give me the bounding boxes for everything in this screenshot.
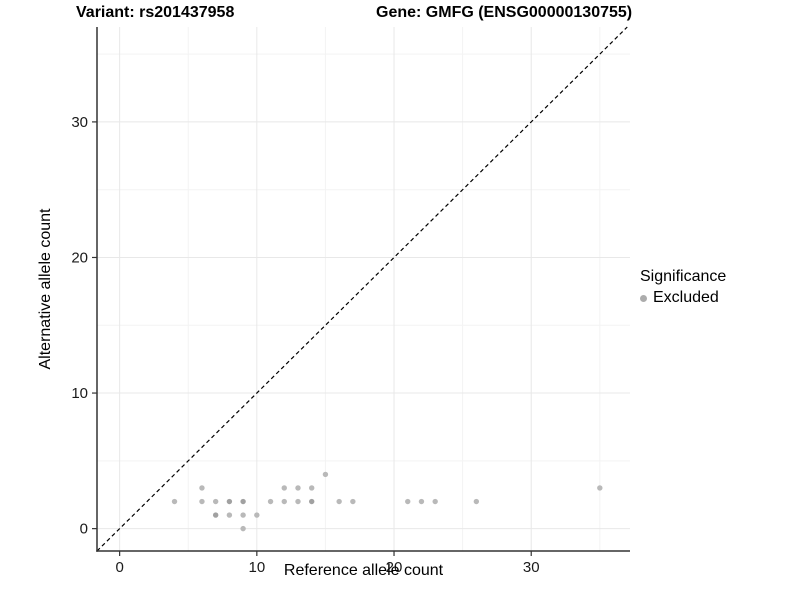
legend-item-excluded: Excluded xyxy=(640,289,726,307)
x-tick-label: 20 xyxy=(386,559,403,576)
data-point xyxy=(295,498,301,505)
y-axis-title: Alternative allele count xyxy=(37,208,54,370)
data-point xyxy=(597,485,603,491)
data-point xyxy=(267,498,274,505)
data-point xyxy=(171,498,178,505)
x-axis-title: Reference allele count xyxy=(283,562,444,579)
identity-dashed-line xyxy=(96,26,628,552)
data-point xyxy=(226,512,233,518)
data-point xyxy=(309,498,315,505)
gene-title: Gene: GMFG (ENSG00000130755) xyxy=(376,4,633,21)
y-tick-label: 20 xyxy=(71,249,88,266)
data-point xyxy=(199,498,205,505)
variant-title: Variant: rs201437958 xyxy=(76,4,235,21)
data-point xyxy=(336,498,342,505)
data-point xyxy=(418,498,425,505)
legend-item-label: Excluded xyxy=(653,289,719,306)
legend-title: Significance xyxy=(640,268,727,285)
data-point xyxy=(405,498,411,505)
data-point xyxy=(281,485,287,491)
x-tick-label: 30 xyxy=(523,559,540,576)
data-point xyxy=(240,512,246,518)
data-point xyxy=(322,471,329,478)
data-point xyxy=(473,498,480,505)
y-tick-label: 0 xyxy=(80,521,88,538)
data-point xyxy=(295,485,301,491)
data-point xyxy=(254,512,260,518)
data-point xyxy=(240,498,246,505)
data-point xyxy=(432,498,438,505)
data-point xyxy=(240,525,246,532)
y-tick-label: 10 xyxy=(71,385,88,402)
y-tick-label: 30 xyxy=(71,114,88,131)
x-tick-label: 10 xyxy=(248,559,265,576)
data-point xyxy=(309,485,315,491)
data-point xyxy=(199,485,205,491)
data-point xyxy=(212,498,219,505)
data-point xyxy=(281,498,287,505)
excluded-point-icon xyxy=(640,294,647,302)
data-point xyxy=(212,512,219,518)
data-point xyxy=(350,498,356,505)
legend: Significance Excluded xyxy=(640,268,726,307)
data-point xyxy=(226,498,233,505)
x-tick-label: 0 xyxy=(115,559,123,576)
